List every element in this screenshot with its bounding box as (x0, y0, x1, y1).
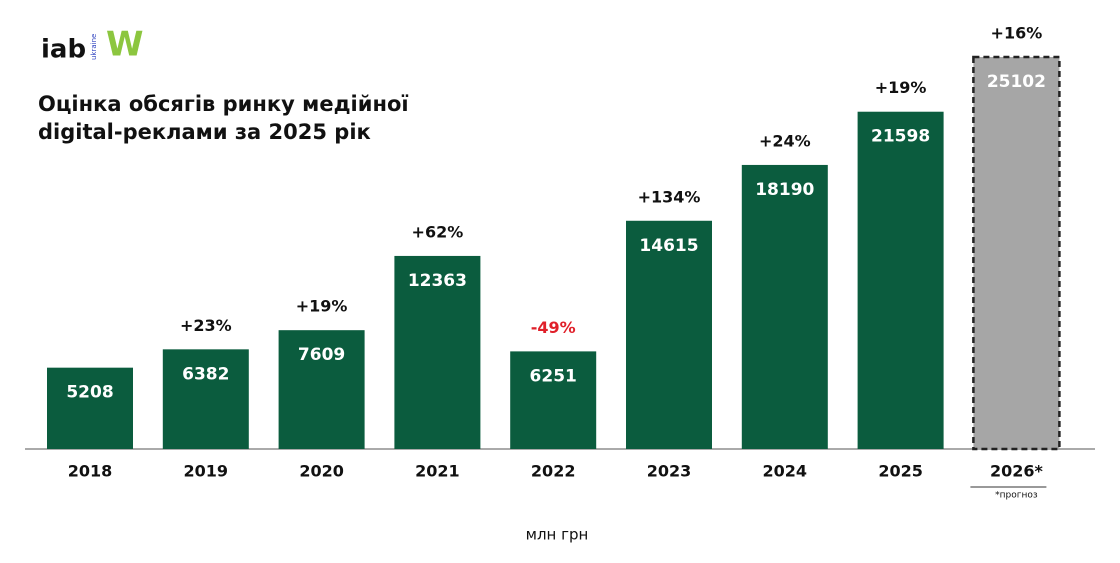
growth-label: +134% (638, 187, 701, 206)
value-label: 6382 (182, 364, 229, 384)
x-tick-label: 2020 (299, 462, 344, 481)
bar (626, 220, 712, 449)
chart-title: digital-реклами за 2025 рік (38, 120, 371, 144)
growth-label: +24% (759, 131, 811, 150)
x-tick-label: 2018 (68, 462, 113, 481)
x-tick-label: 2024 (763, 462, 808, 481)
footnote: *прогноз (995, 491, 1038, 501)
chart-title: Оцінка обсягів ринку медійної (38, 92, 409, 116)
bar (857, 111, 944, 449)
logo-ukraine: ukraine (90, 34, 98, 60)
x-tick-label: 2019 (184, 462, 229, 481)
value-label: 14615 (639, 236, 698, 256)
unit-label: млн грн (526, 526, 589, 544)
growth-label: +23% (180, 316, 232, 335)
logo-w: W (106, 25, 144, 65)
value-label: 5208 (66, 383, 113, 403)
value-label: 12363 (408, 271, 467, 291)
bar (741, 164, 828, 449)
bar (162, 349, 249, 449)
x-tick-label: 2022 (531, 462, 576, 481)
x-tick-label: 2026* (990, 462, 1044, 481)
value-label: 21598 (871, 127, 930, 147)
growth-label: -49% (531, 318, 576, 337)
bar (510, 351, 597, 449)
bar (278, 330, 365, 449)
bar (47, 367, 133, 449)
value-label: 25102 (987, 72, 1046, 92)
growth-label: +62% (412, 222, 464, 241)
x-tick-label: 2023 (647, 462, 692, 481)
growth-label: +19% (875, 78, 927, 97)
growth-label: +16% (991, 24, 1043, 43)
logo-iab: iab (41, 35, 86, 65)
value-label: 7609 (298, 345, 345, 365)
x-tick-label: 2025 (878, 462, 923, 481)
value-label: 6251 (530, 366, 577, 386)
x-tick-label: 2021 (415, 462, 460, 481)
bar (972, 55, 1061, 451)
bar (394, 255, 481, 449)
growth-label: +19% (296, 297, 348, 316)
value-label: 18190 (755, 180, 814, 200)
